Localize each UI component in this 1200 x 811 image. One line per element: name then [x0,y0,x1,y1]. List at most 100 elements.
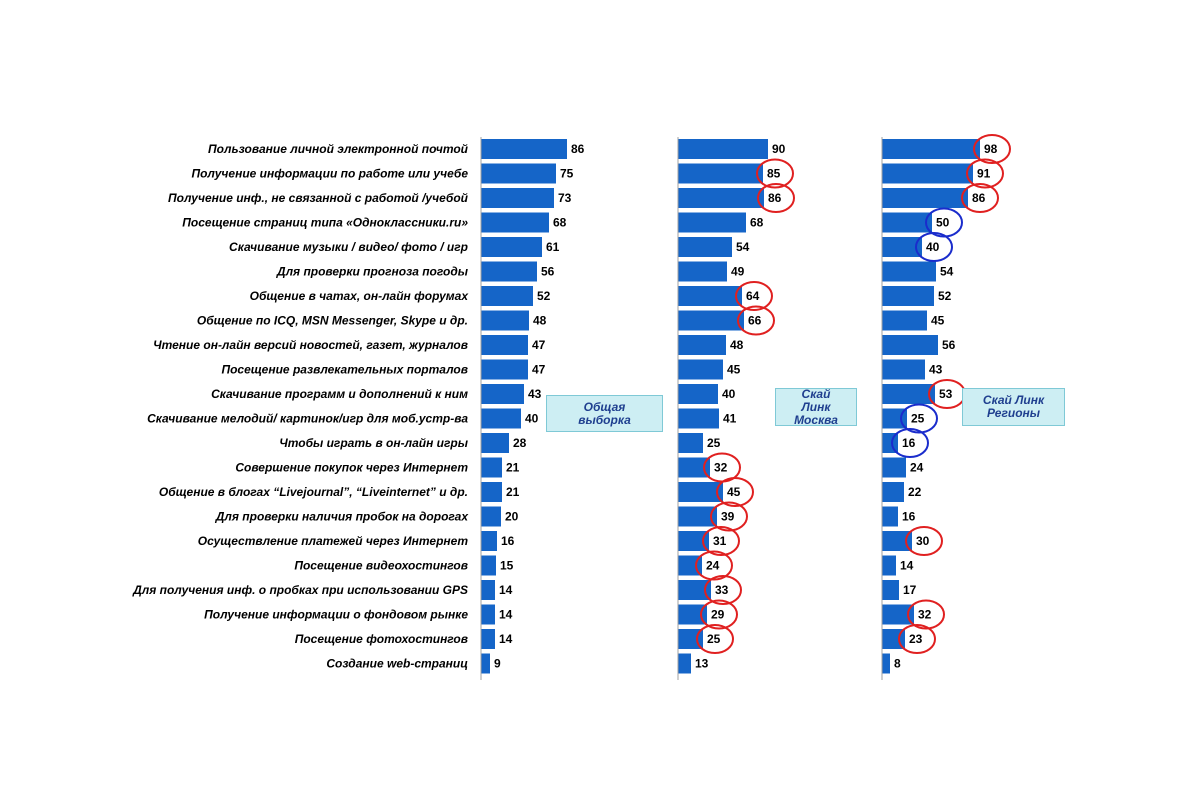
bar [882,212,932,233]
category-label: Для получения инф. о пробках при использ… [132,583,468,597]
series-label-line: Москва [794,412,838,427]
value-label: 56 [942,338,956,352]
value-label: 21 [506,485,520,499]
value-label: 52 [537,289,551,303]
value-label: 16 [501,534,515,548]
value-label: 24 [910,461,924,475]
bar [481,139,567,159]
value-label: 28 [513,436,527,450]
value-label: 66 [748,314,762,328]
bar [481,261,537,282]
value-label: 98 [984,142,998,156]
value-label: 64 [746,289,760,303]
value-label: 53 [939,387,953,401]
value-label: 32 [918,608,932,622]
bar [678,629,703,649]
bar [678,335,726,355]
series-label-box: Скай Линк Москва [775,386,857,427]
bar [678,506,717,527]
bar [481,604,495,625]
bar [882,408,907,429]
value-label: 15 [500,559,514,573]
bar [882,139,980,159]
bar [882,237,922,257]
value-label: 30 [916,534,930,548]
bar [678,433,703,453]
category-label: Получение информации по работе или учебе [191,167,468,181]
bar [678,653,691,674]
value-label: 73 [558,191,572,205]
bar [678,188,764,208]
highlight-circle-red [716,477,754,507]
category-label: Скачивание мелодий/ картинок/игр для моб… [147,412,468,426]
highlight-circle-blue [915,232,953,262]
highlight-circle-red [898,624,936,654]
value-label: 33 [715,583,729,597]
value-label: 54 [940,265,954,279]
value-label: 45 [727,363,741,377]
value-label: 52 [938,289,952,303]
category-label: Создание web-страниц [326,657,468,671]
value-label: 48 [533,314,547,328]
value-label: 9 [494,657,501,671]
series-label-line: Скай [801,386,831,401]
bar [882,188,968,208]
bar [481,237,542,257]
bar [882,261,936,282]
highlight-circle-red [966,158,1004,189]
value-label: 47 [532,338,546,352]
value-label: 40 [926,240,940,254]
value-label: 25 [911,412,925,426]
category-label: Посещение страниц типа «Одноклассники.ru… [182,216,468,230]
bar [882,163,973,184]
value-label: 16 [902,510,916,524]
category-label: Для проверки прогноза погоды [276,265,469,279]
bar [882,457,906,478]
bar [481,163,556,184]
highlight-circle-blue [925,207,963,238]
value-label: 43 [929,363,943,377]
bar [678,384,718,404]
bar [678,212,746,233]
category-label: Чтобы играть в он-лайн игры [279,436,468,450]
bar [882,555,896,576]
value-label: 50 [936,216,950,230]
bar [678,457,710,478]
value-label: 68 [553,216,567,230]
value-label: 17 [903,583,917,597]
bar [481,212,549,233]
bar [882,604,914,625]
series-label-line: выборка [578,412,631,427]
bar [481,482,502,502]
bar [678,408,719,429]
category-label: Общение по ICQ, MSN Messenger, Skype и д… [197,314,468,328]
value-label: 48 [730,338,744,352]
bar [882,653,890,674]
highlight-circle-red [710,501,748,532]
highlight-circle-red [696,624,734,654]
value-label: 25 [707,436,721,450]
highlight-circle-red [973,134,1011,164]
value-label: 91 [977,167,991,181]
value-label: 68 [750,216,764,230]
bar [678,555,702,576]
category-label: Получение информации о фондовом рынке [204,608,468,622]
category-label: Общение в блогах “Livejournal”, “Liveint… [159,485,468,499]
bar [481,433,509,453]
bar [481,580,495,600]
highlight-circle-red [737,305,775,336]
bar [481,359,528,380]
bar [882,335,938,355]
highlight-circle-red [702,526,740,556]
bar [481,310,529,331]
series-label-line: Общая [583,399,626,414]
value-label: 29 [711,608,725,622]
bar [678,261,727,282]
series-label-line: Линк [801,399,831,414]
highlight-circle-blue [900,403,938,434]
value-label: 40 [525,412,539,426]
bar [678,580,711,600]
bar [481,653,490,674]
series-label-line: Скай Линк [982,393,1045,407]
